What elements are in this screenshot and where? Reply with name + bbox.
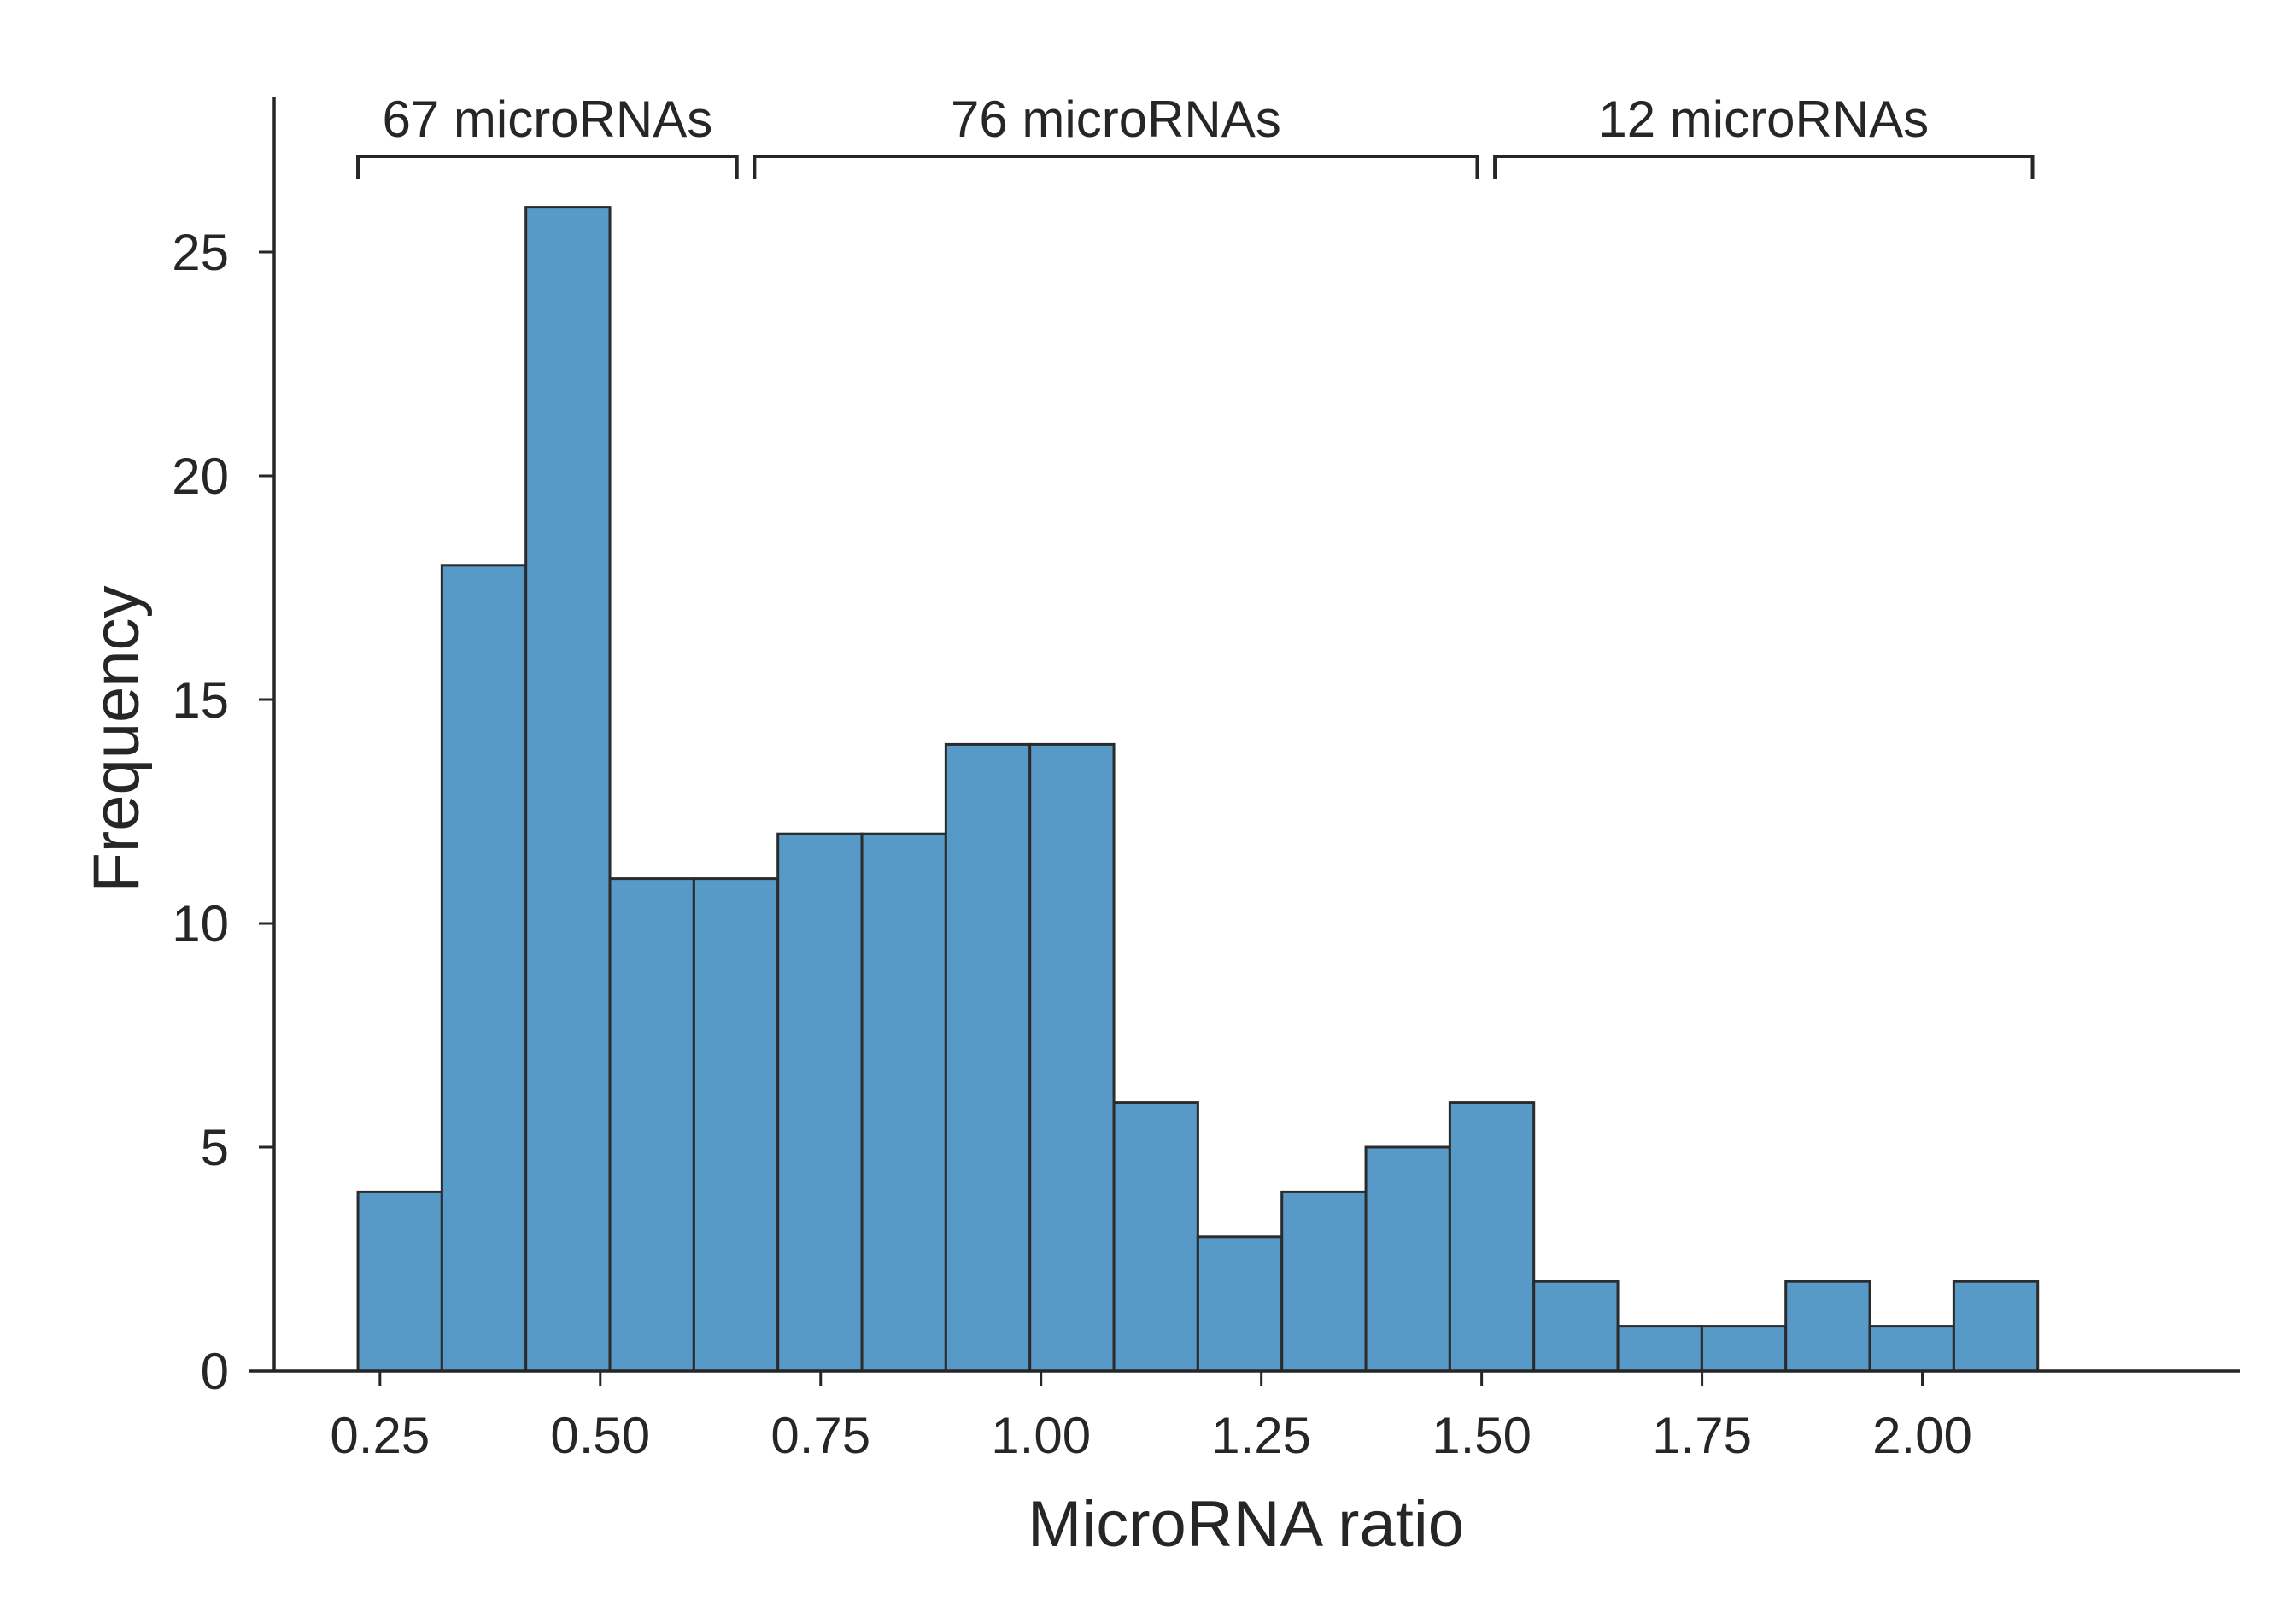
x-tick-label: 0.50 <box>550 1407 650 1464</box>
histogram-bar <box>860 832 947 1373</box>
bars-group <box>356 206 2040 1373</box>
histogram-bar <box>1364 1145 1451 1373</box>
count-bracket <box>753 155 1479 179</box>
x-tick-label: 0.25 <box>330 1407 430 1464</box>
x-tick-label: 2.00 <box>1872 1407 1972 1464</box>
axes-group: 0.25 0.50 0.75 1.00 1.25 1.50 1.75 2.00 0 5 10 15 20… <box>172 97 2240 1464</box>
histogram-bar <box>1280 1190 1368 1373</box>
y-tick-label: 25 <box>172 224 229 281</box>
histogram-bar <box>1952 1280 2040 1373</box>
y-tick-label: 15 <box>172 671 229 729</box>
y-axis-title: Frequency <box>80 585 153 892</box>
histogram-bar <box>776 832 864 1373</box>
y-tick-label: 0 <box>201 1343 229 1400</box>
histogram-bar <box>356 1190 443 1373</box>
histogram-bar <box>692 877 780 1373</box>
count-bracket <box>356 155 739 179</box>
x-tick-label: 1.50 <box>1432 1407 1532 1464</box>
x-tick-label: 1.25 <box>1211 1407 1311 1464</box>
histogram-bar <box>944 742 1032 1373</box>
bracket-label: 76 microRNAs <box>951 91 1281 148</box>
histogram-bar <box>608 877 695 1373</box>
histogram-bar <box>1112 1101 1199 1373</box>
x-tick-label: 0.75 <box>770 1407 870 1464</box>
x-tick-label: 1.00 <box>991 1407 1091 1464</box>
histogram-bar <box>440 564 528 1373</box>
histogram-bar <box>1616 1325 1703 1373</box>
y-tick-label: 20 <box>172 448 229 505</box>
bracket-label: 12 microRNAs <box>1598 91 1929 148</box>
histogram-bar <box>1784 1280 1871 1373</box>
y-tick-label: 5 <box>201 1119 229 1176</box>
brackets-group: 67 microRNAs 76 microRNAs 12 microRNAs <box>356 91 2035 179</box>
y-tick-label: 10 <box>172 895 229 952</box>
bracket-label: 67 microRNAs <box>382 91 712 148</box>
histogram-bar <box>1028 742 1116 1373</box>
histogram-bar <box>1868 1325 1955 1373</box>
histogram-bar <box>1532 1280 1620 1373</box>
x-axis-title: MicroRNA ratio <box>1028 1488 1464 1561</box>
count-bracket <box>1493 155 2035 179</box>
histogram-bar <box>1196 1235 1284 1373</box>
histogram-bar <box>1700 1325 1788 1373</box>
histogram-bar <box>1448 1101 1536 1373</box>
x-tick-label: 1.75 <box>1652 1407 1752 1464</box>
histogram-bar <box>524 206 612 1373</box>
